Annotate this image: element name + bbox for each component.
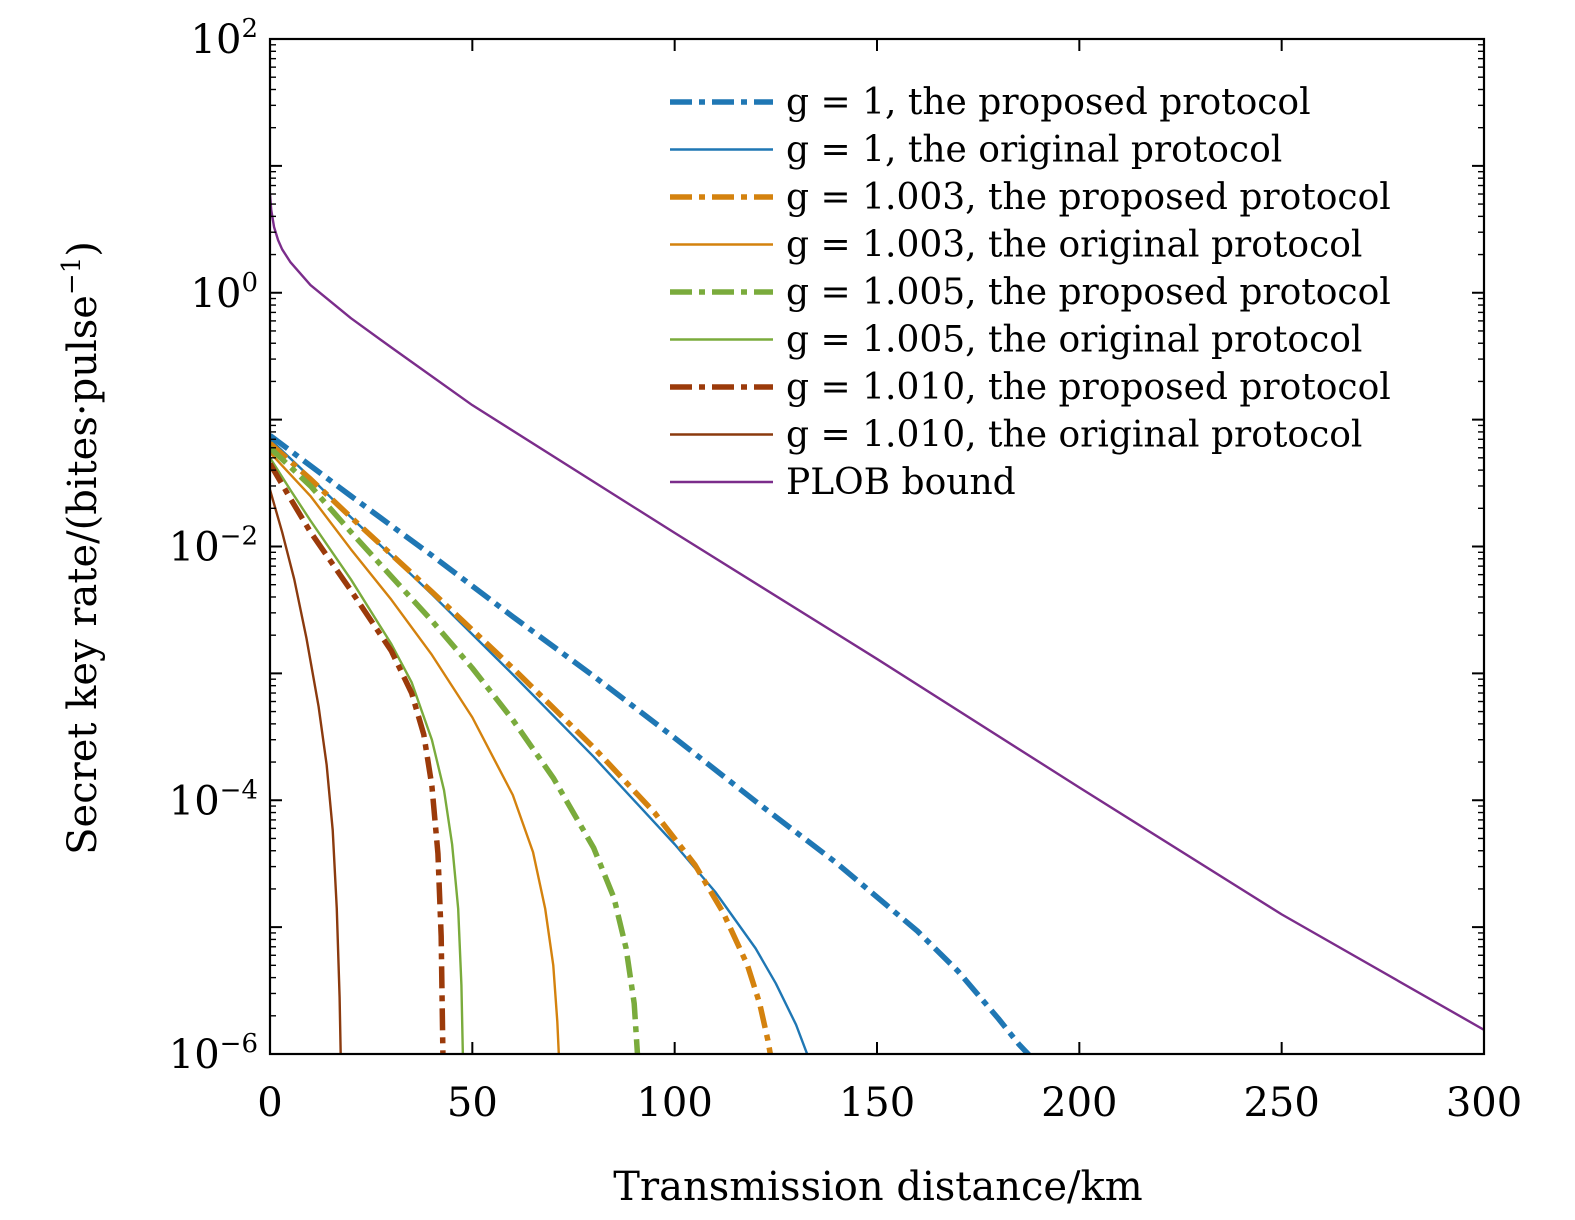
legend-label-2: g = 1, the original protocol — [786, 130, 1282, 171]
y-tick-base: 10 — [191, 17, 242, 63]
y-tick-base: 10 — [169, 778, 220, 824]
x-tick-label: 250 — [1243, 1080, 1319, 1126]
y-tick-exponent: −6 — [220, 1029, 258, 1059]
series-line-8 — [270, 489, 342, 1054]
y-tick-label: 10−4 — [169, 775, 258, 824]
y-tick-label: 10−6 — [169, 1029, 258, 1078]
y-tick-label: 100 — [191, 268, 258, 317]
x-tick-label: 150 — [839, 1080, 915, 1126]
legend-label-4: g = 1.003, the original protocol — [786, 225, 1362, 266]
y-tick-label: 102 — [191, 14, 258, 63]
y-tick-base: 10 — [169, 1032, 220, 1078]
plot-frame — [268, 37, 1486, 1056]
x-tick-label: 0 — [257, 1080, 282, 1126]
series-line-9 — [270, 193, 1484, 1031]
y-tick-base: 10 — [169, 525, 220, 571]
x-tick-label: 50 — [447, 1080, 498, 1126]
x-tick-label: 200 — [1041, 1080, 1117, 1126]
series-line-4 — [270, 451, 560, 1054]
x-tick-label: 100 — [636, 1080, 712, 1126]
legend: g = 1, the proposed protocol g = 1, the o… — [670, 82, 1391, 503]
series-line-7 — [270, 462, 446, 1054]
series-line-6 — [270, 457, 465, 1054]
y-axis-label-main: Secret key rate/(bites·pulse — [60, 295, 106, 855]
legend-label-7: g = 1.010, the proposed protocol — [786, 367, 1391, 408]
y-axis-label: Secret key rate/(bites·pulse−1) — [57, 241, 106, 855]
series-line-3 — [270, 441, 774, 1054]
y-tick-label: 10−2 — [169, 522, 258, 571]
y-tick-exponent: −4 — [220, 775, 258, 805]
y-tick-exponent: 0 — [241, 268, 258, 298]
legend-label-5: g = 1.005, the proposed protocol — [786, 272, 1391, 313]
legend-label-9: PLOB bound — [786, 462, 1016, 503]
legend-label-8: g = 1.010, the original protocol — [786, 415, 1362, 456]
y-tick-exponent: 2 — [241, 14, 258, 44]
y-tick-base: 10 — [191, 271, 242, 317]
series-line-1 — [270, 433, 1032, 1054]
x-tick-label: 300 — [1446, 1080, 1522, 1126]
legend-label-3: g = 1.003, the proposed protocol — [786, 177, 1391, 218]
y-axis-label-superscript: −1 — [57, 257, 87, 295]
plot-lines — [270, 193, 1484, 1054]
legend-label-1: g = 1, the proposed protocol — [786, 82, 1311, 123]
y-axis-label-close: ) — [60, 241, 106, 257]
x-axis-label: Transmission distance/km — [613, 1164, 1142, 1210]
y-tick-exponent: −2 — [220, 522, 258, 552]
legend-label-6: g = 1.005, the original protocol — [786, 320, 1362, 361]
series-line-5 — [270, 445, 641, 1054]
